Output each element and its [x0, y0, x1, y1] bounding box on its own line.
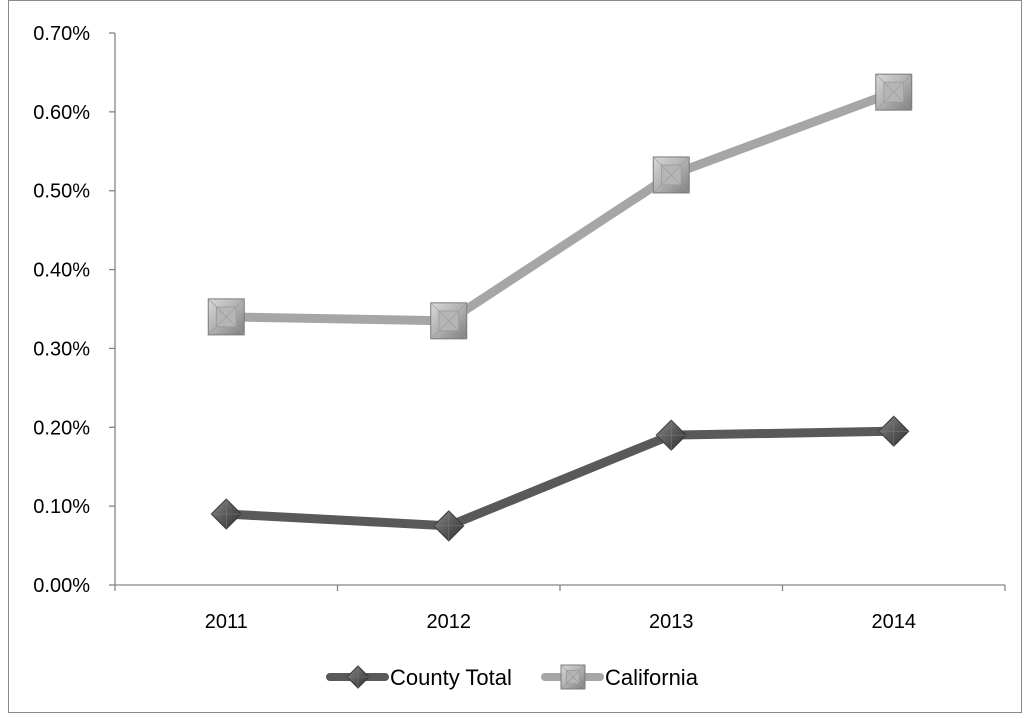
legend-marker-county-total — [346, 665, 370, 689]
series-line-california — [221, 87, 899, 326]
series-california — [207, 73, 913, 340]
y-tick-label: 0.10% — [33, 496, 90, 518]
marker-square-bevel — [560, 664, 586, 690]
x-tick-label: 2012 — [427, 611, 472, 633]
legend-item-california: California — [541, 664, 699, 690]
x-tick-label: 2011 — [205, 611, 248, 633]
data-point-county-total — [878, 415, 910, 447]
legend: County Total California — [326, 664, 699, 690]
axes: 0.00% 0.10% 0.20% 0.30% 0.40% 0.50% 0.60% 0.70%… — [33, 23, 1006, 633]
marker-square-bevel — [875, 73, 912, 111]
legend-item-county-total: County Total — [326, 665, 512, 690]
y-tick-label: 0.30% — [33, 338, 90, 360]
data-point-county-total — [210, 498, 242, 530]
marker-square-bevel — [430, 302, 467, 340]
series-line-county-total — [221, 426, 899, 531]
marker-square-bevel — [653, 156, 690, 194]
data-point-california — [207, 298, 245, 336]
x-tick-label: 2013 — [649, 611, 694, 633]
y-tick-label: 0.20% — [33, 417, 90, 439]
legend-label-california: California — [605, 665, 699, 690]
y-tick-label: 0.00% — [33, 575, 90, 597]
data-point-california — [652, 156, 690, 194]
chart-border — [8, 0, 1022, 713]
legend-marker-california — [560, 664, 586, 690]
y-tick-label: 0.60% — [33, 102, 90, 124]
data-point-county-total — [433, 510, 465, 542]
series-layer — [207, 73, 913, 542]
y-tick-label: 0.50% — [33, 181, 90, 203]
y-tick-label: 0.70% — [33, 23, 90, 45]
data-point-california — [875, 73, 913, 111]
data-point-california — [430, 302, 468, 340]
x-tick-label: 2014 — [872, 611, 917, 633]
y-tick-label: 0.40% — [33, 260, 90, 282]
marker-square-bevel — [208, 298, 245, 336]
legend-label-county-total: County Total — [390, 665, 512, 690]
series-county-total — [210, 415, 910, 542]
data-point-county-total — [655, 419, 687, 451]
